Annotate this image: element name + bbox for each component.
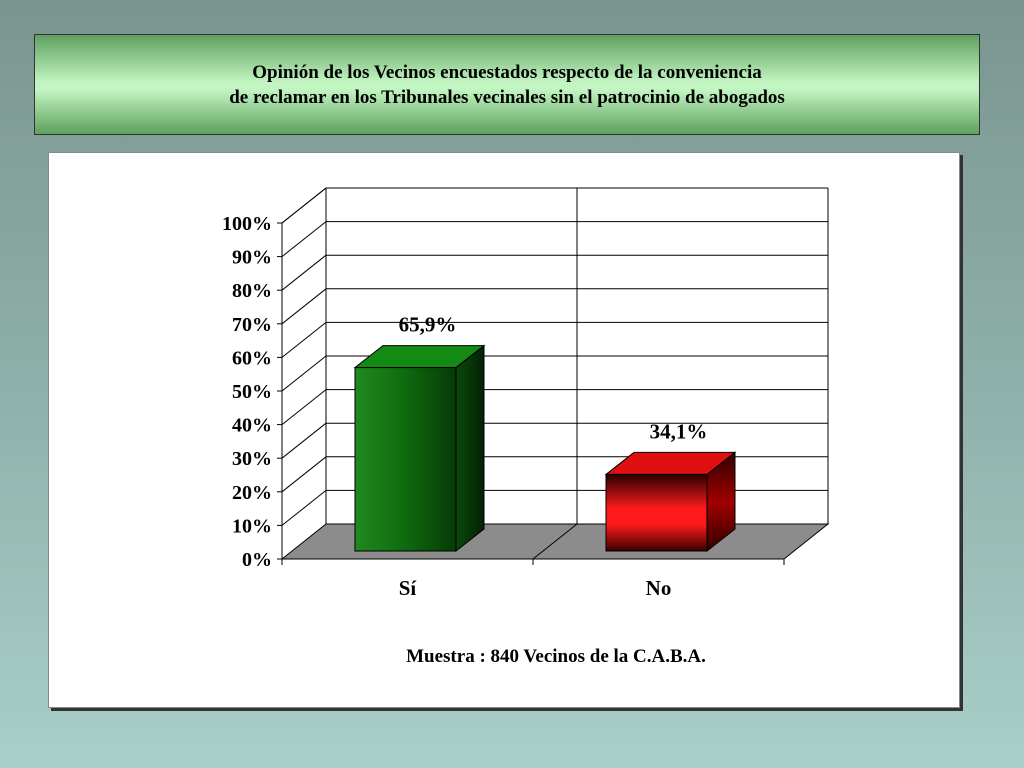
floor-divider — [532, 523, 578, 560]
side-wall-gridline — [281, 355, 327, 392]
data-label: 34,1% — [650, 419, 708, 443]
y-tick-label: 60% — [232, 347, 272, 369]
y-tick-label: 20% — [232, 482, 272, 504]
y-tick-label: 80% — [232, 280, 272, 302]
side-wall-gridline — [281, 288, 327, 325]
sample-footnote: Muestra : 840 Vecinos de la C.A.B.A. — [406, 646, 706, 667]
side-wall-gridline — [281, 322, 327, 358]
chart-title-line-2: de reclamar en los Tribunales vecinales … — [229, 86, 785, 108]
side-wall-gridline — [281, 221, 327, 257]
y-tick-label: 0% — [242, 549, 272, 571]
chart-title-banner: Opinión de los Vecinos encuestados respe… — [34, 34, 980, 135]
y-tick-label: 30% — [232, 448, 272, 470]
x-category-label: No — [646, 576, 672, 600]
data-label: 65,9% — [399, 313, 457, 337]
y-tick-label: 100% — [222, 213, 272, 235]
bar-0 — [354, 367, 457, 552]
side-wall-gridline — [281, 422, 327, 459]
y-tick-label: 70% — [232, 314, 272, 336]
chart-title-line-1: Opinión de los Vecinos encuestados respe… — [252, 61, 762, 83]
chart-panel — [48, 152, 960, 708]
bar-side-0 — [455, 344, 485, 553]
side-wall-top-edge — [281, 187, 327, 224]
side-wall-gridline — [281, 254, 327, 291]
y-tick-label: 10% — [232, 515, 272, 537]
y-tick-label: 50% — [232, 381, 272, 403]
y-tick-label: 90% — [232, 247, 272, 269]
side-wall-gridline — [281, 490, 327, 526]
side-wall-gridline — [281, 456, 327, 493]
x-category-label: Sí — [399, 576, 418, 600]
bar-1 — [605, 473, 708, 552]
side-wall-gridline — [281, 389, 327, 425]
y-tick-label: 40% — [232, 415, 272, 437]
